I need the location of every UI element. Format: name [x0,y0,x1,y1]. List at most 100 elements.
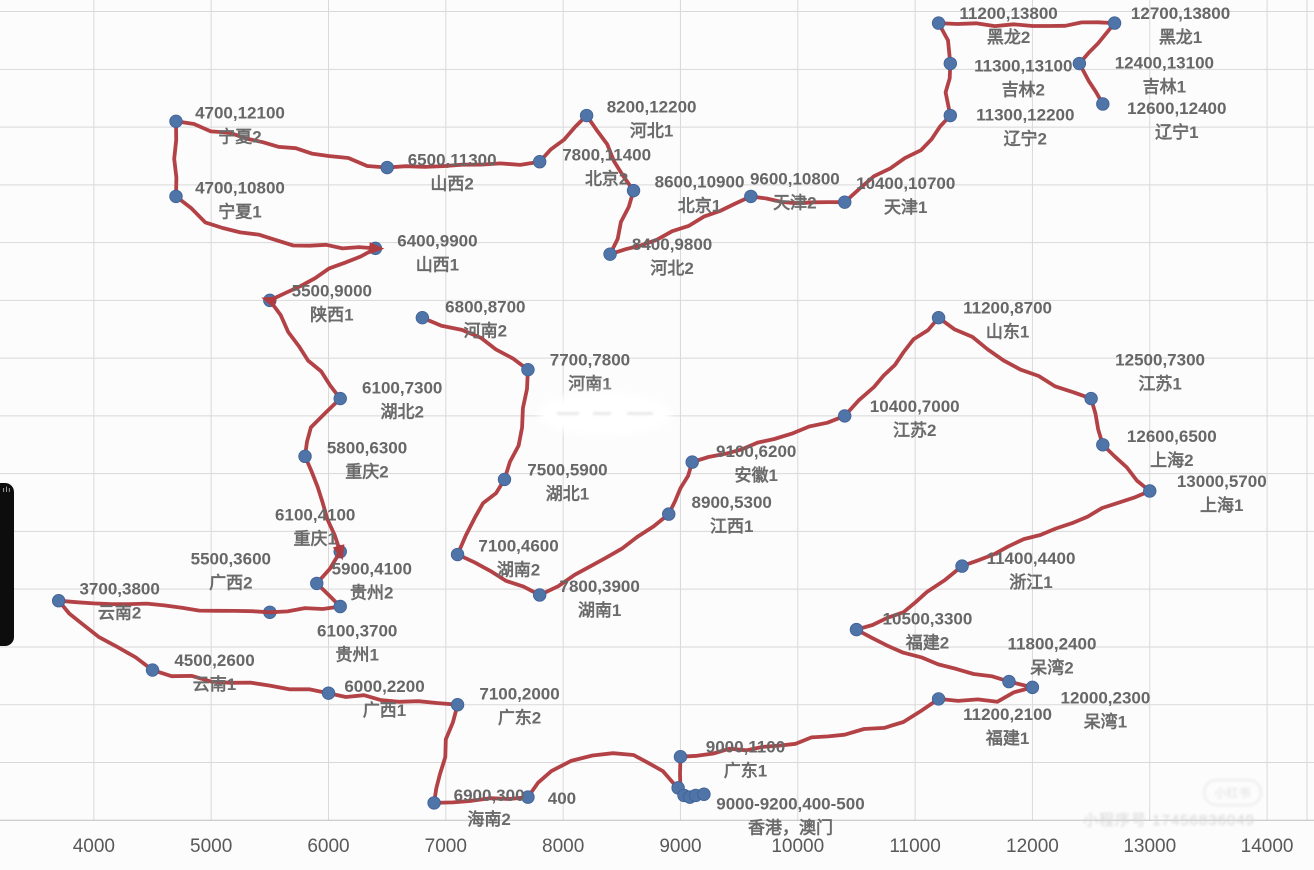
data-point-marker[interactable] [415,310,430,325]
data-point-marker[interactable] [1025,680,1040,695]
data-point-marker[interactable] [838,409,852,423]
data-point-marker[interactable] [931,692,946,706]
data-point-marker[interactable] [427,796,441,810]
data-point-marker[interactable] [450,698,465,712]
data-point-marker[interactable] [931,16,946,30]
data-point-name-label: 宁夏2 [218,126,261,146]
data-point-value-label: 12400,13100 [1115,54,1214,73]
x-axis-tick-label: 8000 [542,836,584,857]
data-point-marker[interactable] [849,622,864,637]
data-point-marker[interactable] [1084,391,1098,406]
data-point-marker[interactable] [1072,56,1087,71]
data-point-value-label: 11300,12200 [976,106,1074,125]
data-point-marker[interactable] [169,114,183,129]
data-point-value-label: 6500,11300 [408,151,497,170]
data-point-markers [51,16,1157,810]
data-point-marker[interactable] [298,449,312,464]
data-point-marker[interactable] [838,195,852,209]
data-point-name-label: 陕西1 [310,304,353,324]
data-point-name-label: 广西1 [363,700,406,720]
data-point-value-label: 6100,7300 [362,379,442,398]
data-point-value-label: 3700,3800 [79,580,159,599]
data-point-name-label: 吉林2 [1002,80,1045,100]
data-point-marker[interactable] [1002,674,1016,689]
connector-arrowhead [332,544,345,561]
connector-arrowhead [261,296,278,308]
data-point-marker[interactable] [955,559,969,573]
data-point-value-label: 4700,12100 [195,103,285,122]
data-point-marker[interactable] [1107,16,1122,30]
x-axis-tick-label: 11000 [889,836,940,857]
data-point-marker[interactable] [579,108,594,123]
data-point-value-label: 6900,300 [454,786,525,805]
data-point-marker[interactable] [169,189,183,204]
data-point-name-label: 浙江1 [1009,572,1052,592]
data-point-marker[interactable] [521,362,535,377]
data-point-marker[interactable] [943,56,958,71]
data-point-marker[interactable] [532,155,547,169]
data-point-marker[interactable] [1096,438,1110,452]
data-point-marker[interactable] [744,189,758,204]
route-line [56,20,1152,805]
data-point-marker[interactable] [626,183,641,198]
data-point-name-label: 山西1 [416,255,459,274]
data-point-name-label: 河南2 [464,321,507,341]
data-point-value-label: 7700,7800 [550,351,630,370]
data-point-value-label: 10400,7000 [870,397,960,416]
data-point-value-label: 9600,10800 [750,169,840,188]
data-point-value-label: 8200,12200 [607,98,697,117]
data-point-name-label: 湖南1 [578,600,621,620]
data-point-value-label: 5900,4100 [332,559,412,578]
side-tab-handle[interactable]: ılı [0,483,14,646]
watermark-footer-text: 小程序号 17456836049 [1083,812,1255,829]
data-point-marker[interactable] [662,507,676,521]
data-point-marker[interactable] [1096,97,1110,111]
data-point-marker[interactable] [333,599,347,614]
data-point-name-label: 福建2 [905,633,949,653]
watermark-badge: 小红书 [1203,779,1262,806]
data-point-marker[interactable] [380,160,394,175]
data-point-marker[interactable] [532,588,547,602]
data-point-marker[interactable] [943,108,958,123]
data-point-value-label: 4700,10800 [195,178,285,197]
data-point-marker[interactable] [145,663,160,677]
data-point-marker[interactable] [310,576,324,591]
data-point-marker[interactable] [673,749,688,764]
data-point-name-label: 呆湾1 [1083,711,1127,731]
side-tab-label: ılı [2,487,12,494]
data-point-marker[interactable] [450,547,465,562]
data-point-name-label: 上海1 [1200,495,1243,515]
x-axis-tick-label: 12000 [1006,836,1059,857]
data-point-marker[interactable] [521,790,535,804]
data-point-marker[interactable] [1143,484,1157,498]
data-point-name-label: 宁夏1 [218,201,261,221]
data-point-name-label: 贵州2 [350,582,393,602]
data-point-marker[interactable] [497,472,512,487]
data-point-value-label: 400 [548,789,576,808]
data-point-name-label: 北京1 [678,196,721,216]
data-point-marker[interactable] [685,455,699,469]
data-point-name-label: 安徽1 [734,465,777,485]
data-point-marker-cluster[interactable] [697,787,711,801]
x-axis-tick-label: 7000 [425,836,467,857]
data-point-name-label: 贵州1 [335,645,378,665]
data-point-name-label: 山西2 [430,175,473,194]
data-point-name-label: 黑龙2 [987,27,1030,47]
x-axis-tick-label: 13000 [1123,836,1176,857]
data-point-marker[interactable] [321,686,336,700]
data-point-name-label: 广东1 [724,761,767,781]
data-point-name-label: 云南1 [193,674,236,694]
x-axis-tick-label: 6000 [307,836,349,857]
data-point-value-label: 6400,9900 [397,231,477,250]
data-point-value-label: 6100,4100 [275,506,355,525]
data-point-name-label: 江苏1 [1138,374,1181,394]
data-point-marker[interactable] [51,594,66,608]
data-point-marker[interactable] [333,391,347,406]
data-point-value-label: 11800,2400 [1008,635,1097,654]
data-point-name-label: 河南1 [568,374,611,394]
watermark-badge-text: 小红书 [1214,786,1251,800]
data-point-name-label: 海南2 [467,809,510,829]
data-point-marker[interactable] [931,310,946,325]
data-point-marker[interactable] [603,247,617,261]
data-point-value-label: 8600,10900 [655,173,745,192]
